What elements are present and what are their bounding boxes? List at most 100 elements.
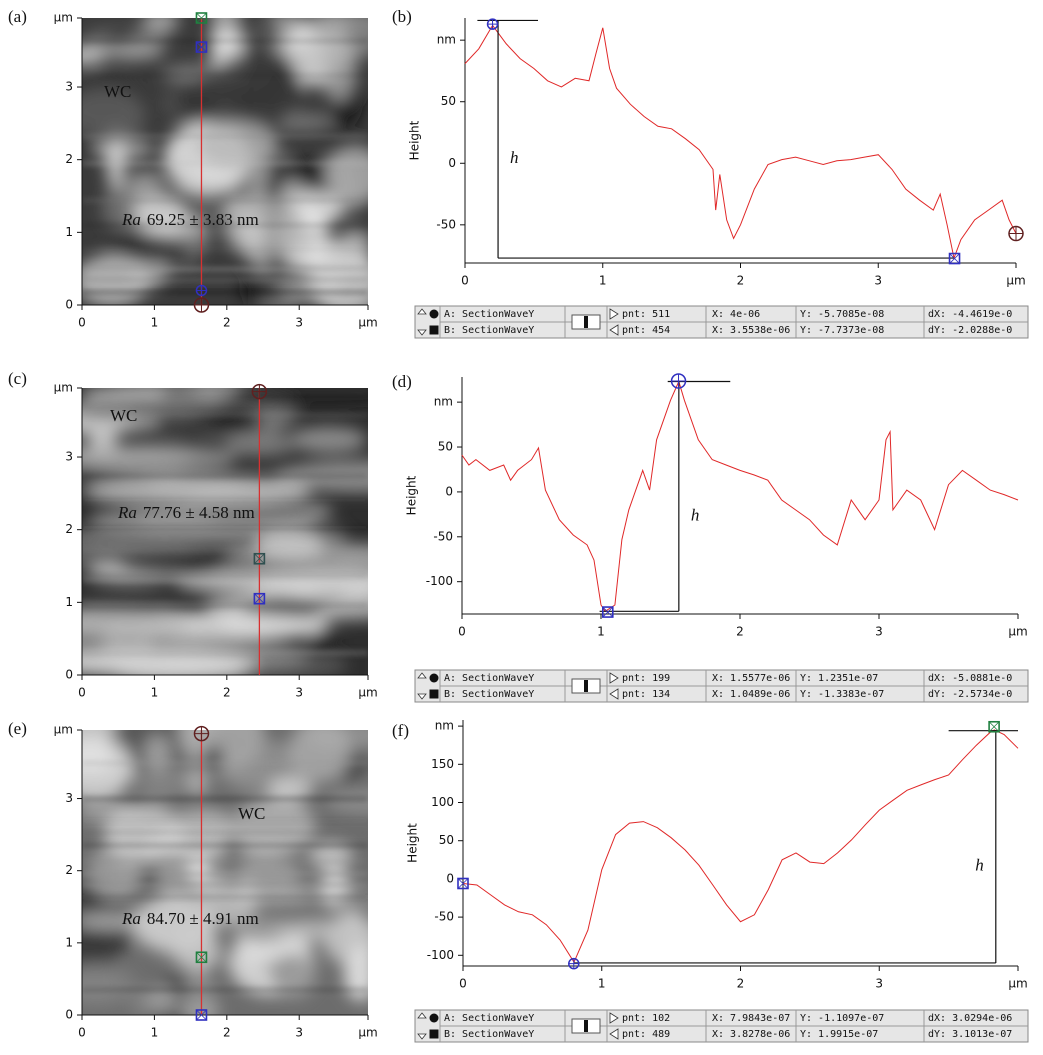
table-pnt: pnt: 511 (622, 309, 670, 320)
cursor-table: A: SectionWaveY pnt: 511 X: 4e-06 Y: -5.708… (414, 305, 1029, 339)
x-tick-label: 2 (737, 977, 745, 991)
texture-blob (309, 244, 368, 305)
panel-label: (a) (8, 7, 27, 26)
panel-image: (a) 0 1 2 3 µm 0 1 2 3 µm WC Ra 69.25 ± 3.83 nm (8, 7, 378, 330)
x-tick-label: 2 (223, 686, 231, 700)
texture-blob (115, 553, 224, 576)
x-tick-label: µm (358, 686, 377, 700)
cursor-marker (253, 552, 266, 565)
texture-blob (82, 443, 238, 474)
texture-streak (82, 161, 368, 166)
table-x: X: 7.9843e-07 (712, 1013, 790, 1024)
panel-image: (c) 0 1 2 3 µm 0 1 2 3 µm WC Ra 77.76 ± 4.58 nm (8, 369, 378, 700)
marker-square (195, 951, 208, 964)
cursor-marker (1008, 225, 1024, 242)
x-tick-label: 0 (78, 316, 86, 330)
y-tick-label: 50 (441, 94, 456, 108)
texture-streak (82, 882, 368, 885)
cursor-marker (251, 383, 268, 400)
texture-streak (82, 475, 368, 478)
cursor-marker (195, 1009, 208, 1021)
texture-streak (82, 499, 368, 501)
texture-streak (82, 871, 368, 876)
texture-blob (278, 180, 306, 199)
cursor-marker (195, 41, 208, 53)
cursor-marker (568, 957, 580, 970)
table-arrows (417, 672, 619, 700)
texture-streak (82, 874, 368, 876)
texture-blob (321, 33, 357, 103)
x-tick-label: 3 (875, 625, 883, 639)
table-y: Y: -5.7085e-08 (800, 309, 884, 320)
texture-blob (82, 736, 134, 800)
y-tick-label: 150 (431, 757, 454, 771)
roughness-value: 77.76 ± 4.58 nm (143, 503, 255, 522)
texture-streak (82, 278, 368, 283)
texture-blob (82, 395, 220, 420)
y-tick-label: nm (437, 33, 456, 47)
texture-blob (309, 842, 353, 870)
texture-streak (82, 198, 368, 203)
roughness-value: 84.70 ± 4.91 nm (147, 909, 259, 928)
marker-square (948, 252, 961, 265)
profile-line (464, 24, 1017, 260)
texture-blob (100, 43, 165, 60)
panel-label: (e) (8, 719, 27, 738)
texture-streak (82, 602, 368, 606)
texture-blob (142, 18, 180, 32)
texture-blob (196, 410, 263, 434)
table-name: B: SectionWaveY (444, 325, 534, 336)
table-y: Y: 1.2351e-07 (800, 673, 878, 684)
cursor-table: A: SectionWaveY pnt: 102 X: 7.9843e-07 Y: -… (414, 1009, 1029, 1043)
x-tick-label: µm (358, 1026, 377, 1040)
texture-blob (130, 896, 217, 953)
texture-streak (82, 650, 368, 655)
texture-streak (82, 654, 368, 656)
table-x: X: 1.5577e-06 (712, 673, 790, 684)
texture-streak (82, 40, 368, 42)
x-tick-label: 1 (151, 316, 159, 330)
table-pnt: pnt: 199 (622, 673, 670, 684)
cursor-marker (253, 592, 266, 605)
table-d: dX: 3.0294e-06 (928, 1013, 1012, 1024)
panel-label: (b) (392, 7, 412, 26)
texture-streak (82, 860, 368, 863)
image-streaks (82, 389, 368, 656)
marker-cross (196, 41, 207, 53)
texture-streak (82, 413, 368, 416)
y-tick-label: 2 (65, 152, 73, 166)
texture-blob (82, 609, 192, 640)
x-tick-label: 3 (875, 977, 883, 991)
texture-blob (324, 145, 368, 205)
texture-blob (275, 919, 357, 941)
cursor-marker (195, 951, 208, 964)
marker-square (253, 552, 266, 565)
cursor-marker (457, 877, 469, 890)
phase-label: WC (238, 804, 265, 823)
y-tick-label: -50 (436, 217, 456, 231)
table-name: A: SectionWaveY (444, 1013, 534, 1024)
texture-streak (82, 761, 368, 765)
afm-image (82, 18, 368, 305)
x-tick-label: µm (358, 316, 377, 330)
table-x: X: 4e-06 (712, 309, 760, 320)
marker-square (988, 720, 1000, 733)
texture-streak (82, 526, 368, 529)
y-tick-label: 2 (65, 863, 73, 877)
roughness-value: 69.25 ± 3.83 nm (147, 210, 259, 229)
y-tick-label: 1 (65, 225, 73, 239)
panel-label: (c) (8, 369, 27, 388)
y-tick-label: nm (434, 395, 453, 409)
panel-label: (f) (392, 721, 409, 740)
texture-streak (82, 797, 368, 801)
y-tick-label: 100 (431, 795, 454, 809)
y-tick-label: 50 (438, 440, 453, 454)
texture-blob (209, 53, 292, 116)
y-tick-label: 1 (65, 935, 73, 949)
texture-blob (253, 531, 325, 558)
roughness-label: Ra 84.70 ± 4.91 nm (121, 909, 259, 928)
y-tick-label: -50 (434, 910, 454, 924)
texture-blob (289, 426, 368, 453)
table-name: A: SectionWaveY (444, 309, 534, 320)
marker-square (601, 606, 614, 618)
